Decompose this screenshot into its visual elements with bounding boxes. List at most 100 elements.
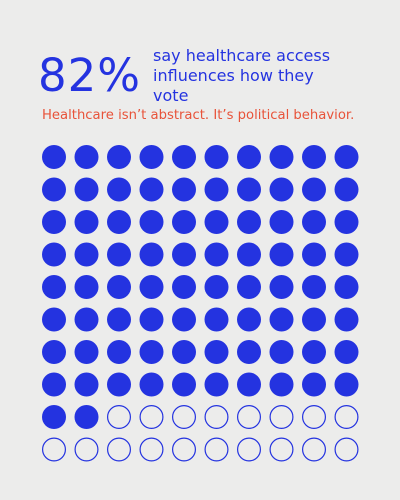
waffle-dot-filled	[42, 242, 66, 267]
waffle-dot-filled	[237, 372, 261, 397]
waffle-dot-filled	[74, 210, 99, 234]
waffle-dot-empty	[269, 405, 294, 430]
waffle-dot-filled	[334, 340, 359, 364]
waffle-dot-filled	[42, 275, 66, 299]
waffle-dot-filled	[74, 307, 99, 332]
waffle-dot-filled	[42, 340, 66, 364]
waffle-dot-filled	[204, 372, 229, 397]
waffle-dot-filled	[237, 340, 261, 364]
waffle-dot-filled	[139, 340, 164, 364]
waffle-dot-filled	[237, 242, 261, 267]
waffle-dot-filled	[334, 242, 359, 267]
waffle-dot-filled	[302, 242, 326, 267]
waffle-dot-filled	[42, 210, 66, 234]
waffle-dot-empty	[106, 437, 131, 462]
waffle-dot-filled	[302, 177, 326, 202]
waffle-dot-filled	[237, 307, 261, 332]
waffle-dot-filled	[334, 307, 359, 332]
waffle-dot-filled	[172, 210, 196, 234]
waffle-dot-filled	[139, 307, 164, 332]
waffle-dot-filled	[107, 210, 131, 234]
waffle-dot-filled	[172, 372, 196, 397]
waffle-dot-filled	[204, 145, 229, 169]
waffle-dot-filled	[334, 372, 359, 397]
waffle-dot-filled	[42, 145, 66, 169]
waffle-dot-empty	[204, 437, 229, 462]
waffle-dot-filled	[237, 275, 261, 299]
waffle-dot-filled	[269, 307, 294, 332]
waffle-dot-empty	[269, 437, 294, 462]
waffle-dot-filled	[74, 177, 99, 202]
waffle-dot-filled	[74, 145, 99, 169]
waffle-dot-filled	[42, 307, 66, 332]
waffle-dot-filled	[139, 372, 164, 397]
waffle-dot-filled	[42, 372, 66, 397]
waffle-dot-empty	[237, 405, 262, 430]
waffle-dot-filled	[172, 340, 196, 364]
waffle-dot-filled	[42, 177, 66, 202]
waffle-dot-filled	[269, 210, 294, 234]
waffle-dot-filled	[302, 145, 326, 169]
waffle-dot-empty	[172, 437, 197, 462]
waffle-dot-filled	[334, 275, 359, 299]
headline-text: say healthcare access influences how the…	[153, 46, 331, 105]
waffle-dot-filled	[269, 145, 294, 169]
waffle-dot-filled	[107, 340, 131, 364]
waffle-dot-filled	[269, 242, 294, 267]
waffle-dot-filled	[107, 307, 131, 332]
waffle-dot-filled	[74, 275, 99, 299]
waffle-dot-filled	[237, 145, 261, 169]
waffle-dot-empty	[106, 405, 131, 430]
waffle-dot-empty	[41, 437, 66, 462]
waffle-dot-filled	[334, 145, 359, 169]
waffle-dot-filled	[269, 177, 294, 202]
waffle-dot-filled	[269, 340, 294, 364]
waffle-dot-filled	[139, 145, 164, 169]
waffle-dot-filled	[107, 145, 131, 169]
waffle-dot-filled	[139, 210, 164, 234]
waffle-dot-empty	[172, 405, 197, 430]
waffle-dot-filled	[302, 307, 326, 332]
waffle-dot-empty	[204, 405, 229, 430]
waffle-dot-filled	[172, 307, 196, 332]
waffle-dot-filled	[172, 275, 196, 299]
headline: 82% say healthcare access influences how…	[38, 46, 343, 106]
waffle-dot-filled	[107, 242, 131, 267]
waffle-dot-filled	[107, 372, 131, 397]
waffle-dot-empty	[237, 437, 262, 462]
waffle-dot-filled	[237, 210, 261, 234]
waffle-dot-filled	[269, 372, 294, 397]
waffle-dot-empty	[139, 405, 164, 430]
big-stat: 82%	[38, 49, 142, 102]
waffle-dot-filled	[204, 177, 229, 202]
waffle-dot-filled	[172, 242, 196, 267]
waffle-dot-filled	[74, 242, 99, 267]
waffle-dot-filled	[172, 145, 196, 169]
waffle-dot-empty	[334, 405, 359, 430]
subtitle: Healthcare isn’t abstract. It’s politica…	[42, 108, 355, 123]
waffle-dot-filled	[204, 242, 229, 267]
waffle-dot-filled	[204, 275, 229, 299]
waffle-dot-empty	[74, 437, 99, 462]
waffle-dot-filled	[204, 340, 229, 364]
waffle-dot-filled	[302, 210, 326, 234]
waffle-dot-empty	[302, 437, 327, 462]
waffle-dot-filled	[334, 177, 359, 202]
waffle-dot-filled	[269, 275, 294, 299]
waffle-dot-filled	[74, 372, 99, 397]
waffle-dot-filled	[237, 177, 261, 202]
waffle-dot-filled	[107, 275, 131, 299]
waffle-dot-filled	[204, 307, 229, 332]
waffle-dot-filled	[74, 405, 99, 429]
waffle-dot-filled	[302, 275, 326, 299]
waffle-dot-filled	[139, 275, 164, 299]
waffle-dot-filled	[172, 177, 196, 202]
waffle-dot-filled	[74, 340, 99, 364]
waffle-dot-filled	[334, 210, 359, 234]
waffle-dot-empty	[302, 405, 327, 430]
waffle-dot-filled	[302, 372, 326, 397]
waffle-dot-filled	[139, 242, 164, 267]
waffle-dot-empty	[139, 437, 164, 462]
